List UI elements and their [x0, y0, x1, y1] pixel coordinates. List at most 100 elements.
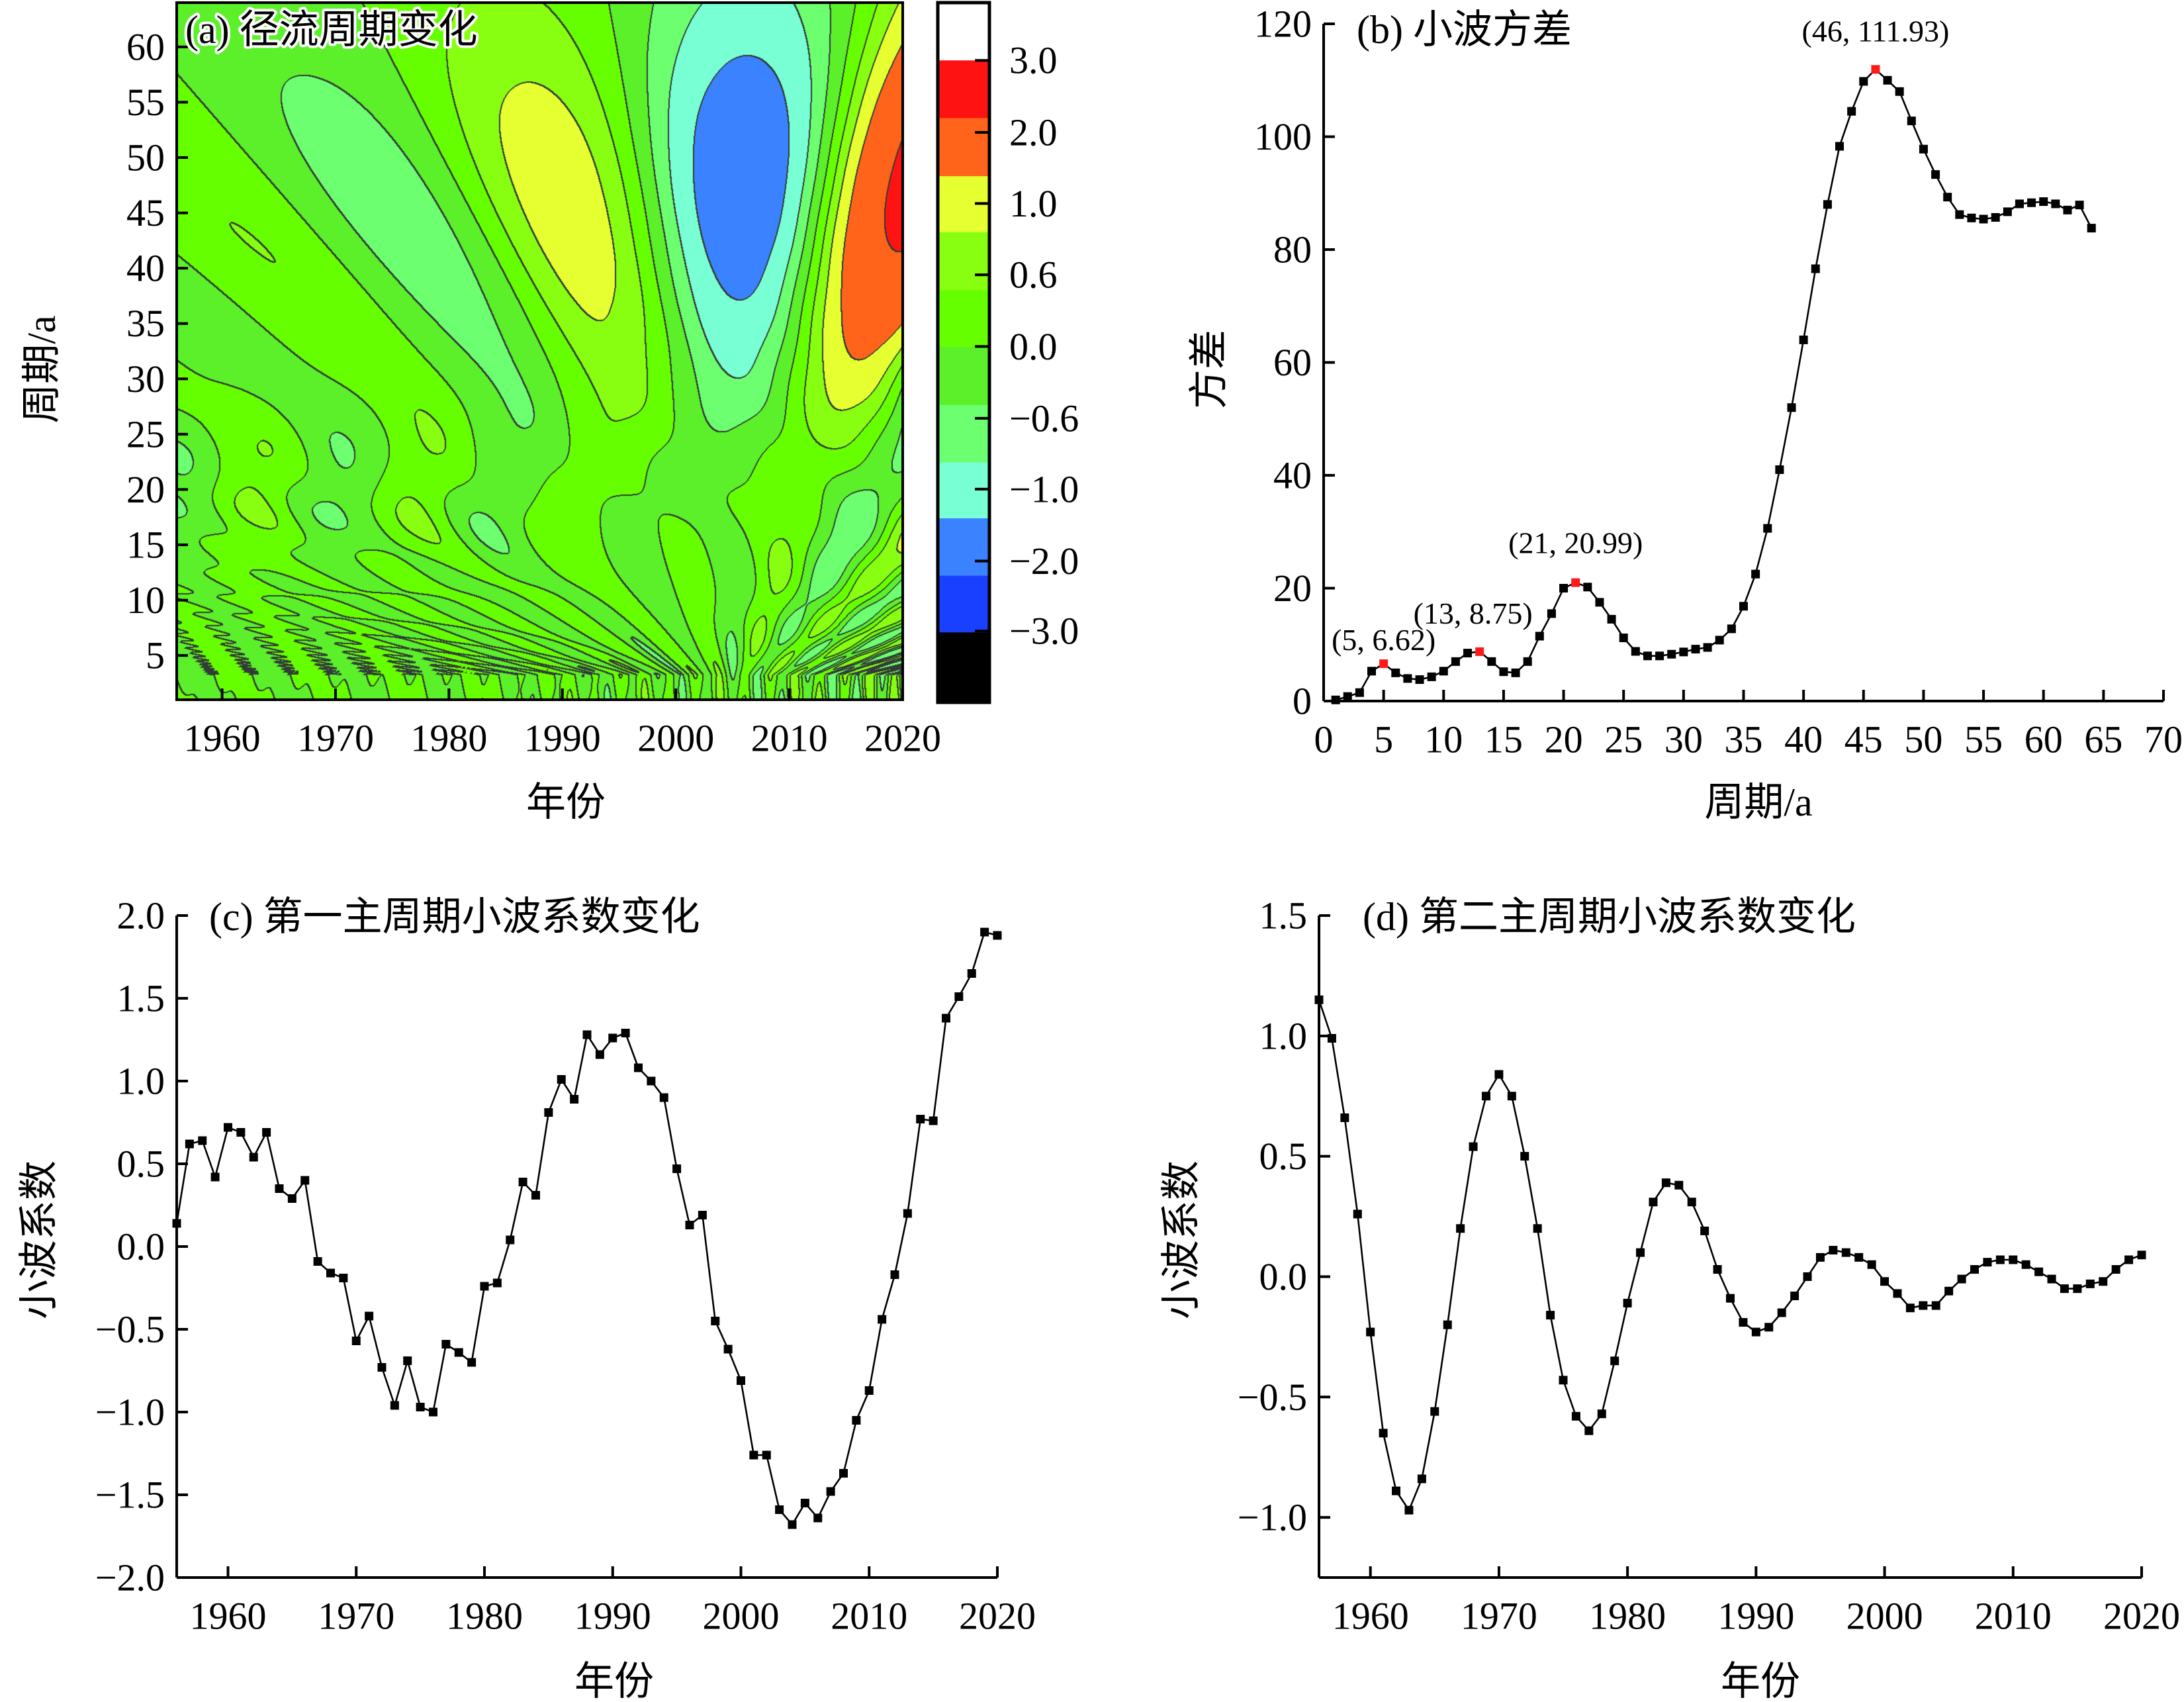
data-point	[723, 1345, 733, 1354]
colorbar-tick-label: 1.0	[1009, 182, 1058, 225]
x-tick-label: 2010	[831, 1595, 907, 1638]
data-point	[2003, 207, 2012, 216]
panel-title: (b) 小波方差	[1357, 8, 1572, 52]
data-point	[1777, 1308, 1786, 1317]
y-tick-label: 60	[1273, 341, 1312, 384]
data-point	[1883, 75, 1892, 85]
data-point	[2073, 1284, 2082, 1294]
data-point	[1547, 609, 1556, 618]
data-point	[967, 969, 976, 978]
data-point	[1546, 1311, 1555, 1320]
data-point	[1469, 1142, 1478, 1151]
data-point	[185, 1139, 194, 1149]
x-tick-label: 25	[1604, 718, 1643, 761]
data-point	[1481, 1092, 1490, 1101]
data-point	[1931, 1301, 1940, 1310]
data-point	[1583, 583, 1592, 592]
data-point	[365, 1311, 374, 1321]
data-point	[878, 1315, 887, 1324]
data-point	[1403, 674, 1412, 683]
peak-annotation: (5, 6.62)	[1332, 623, 1435, 657]
data-point	[2034, 1267, 2044, 1276]
data-point	[826, 1487, 835, 1496]
y-tick-label: 80	[1273, 228, 1312, 271]
y-tick-label: 120	[1254, 3, 1312, 46]
data-point	[1905, 1303, 1915, 1313]
x-tick-label: 70	[2144, 718, 2183, 761]
colorbar-band	[938, 118, 989, 177]
data-point	[929, 1116, 938, 1125]
highlighted-data-point	[1571, 578, 1580, 587]
data-point	[1404, 1505, 1414, 1515]
highlighted-data-point	[1871, 65, 1880, 74]
colorbar-band	[938, 232, 989, 291]
data-point	[2060, 1284, 2069, 1294]
data-point	[1991, 213, 2000, 222]
x-tick-label: 2020	[959, 1595, 1036, 1638]
data-point	[1379, 1429, 1388, 1438]
data-point	[1643, 651, 1652, 661]
data-point	[813, 1513, 823, 1523]
data-point	[2021, 1260, 2030, 1269]
data-point	[1610, 1356, 1619, 1366]
data-point	[1679, 647, 1688, 657]
data-point	[1854, 1253, 1864, 1262]
data-point	[1970, 1265, 1979, 1274]
y-tick-label: 40	[126, 247, 165, 290]
data-point	[1764, 1323, 1774, 1332]
x-tick-label: 1970	[318, 1595, 394, 1638]
data-point	[1944, 1286, 1954, 1296]
data-point	[749, 1450, 758, 1460]
data-point	[1584, 1426, 1594, 1435]
data-point	[300, 1176, 310, 1185]
data-point	[1507, 1092, 1516, 1101]
data-point	[621, 1029, 630, 1037]
data-point	[1983, 1258, 1992, 1267]
data-point	[1391, 668, 1400, 677]
x-tick-label: 20	[1545, 718, 1583, 761]
x-tick-label: 1960	[184, 717, 261, 760]
data-point	[1880, 1277, 1889, 1286]
y-tick-label: −2.0	[95, 1556, 165, 1599]
data-point	[1595, 598, 1604, 607]
data-point	[1751, 1327, 1760, 1337]
y-tick-label: 0.0	[1259, 1255, 1308, 1298]
data-point	[2027, 198, 2036, 207]
x-tick-label: 1970	[297, 717, 374, 760]
data-point	[1533, 1224, 1542, 1233]
data-point	[1535, 632, 1544, 641]
colorbar-tick-label: 0.0	[1009, 325, 1058, 368]
x-tick-label: 2010	[1975, 1595, 2052, 1638]
data-point	[1703, 643, 1712, 652]
data-point	[1430, 1407, 1439, 1416]
data-point	[403, 1356, 412, 1365]
colorbar-band	[938, 60, 989, 118]
colorbar-tick-label: −0.6	[1009, 397, 1079, 440]
data-point	[313, 1257, 322, 1266]
y-axis-label: 周期/a	[20, 315, 64, 423]
data-point	[441, 1340, 451, 1348]
data-point	[608, 1033, 617, 1043]
data-point	[800, 1499, 809, 1507]
x-tick-label: 2000	[637, 717, 714, 760]
y-tick-label: 100	[1254, 115, 1312, 158]
panel-a: 5 10 15 20 25 30 35 40 45 50 55 60 1960 1970 1980 1990 2…	[20, 1, 1079, 824]
data-point	[1727, 624, 1736, 634]
data-point	[1829, 1245, 1838, 1254]
data-point	[852, 1416, 861, 1425]
y-tick-label: 60	[126, 25, 165, 68]
data-point	[1511, 668, 1520, 677]
data-point	[2015, 199, 2024, 209]
data-point	[1649, 1198, 1658, 1207]
data-point	[1636, 1248, 1645, 1257]
x-tick-label: 40	[1784, 718, 1823, 761]
y-tick-label: 0	[1293, 680, 1312, 723]
data-point	[1687, 1198, 1696, 1207]
data-point	[454, 1348, 463, 1357]
data-point	[839, 1469, 848, 1478]
data-point	[916, 1115, 925, 1123]
data-point	[1494, 1070, 1504, 1079]
data-point	[518, 1178, 527, 1186]
data-point	[1815, 1253, 1825, 1262]
data-point	[1520, 1152, 1529, 1161]
